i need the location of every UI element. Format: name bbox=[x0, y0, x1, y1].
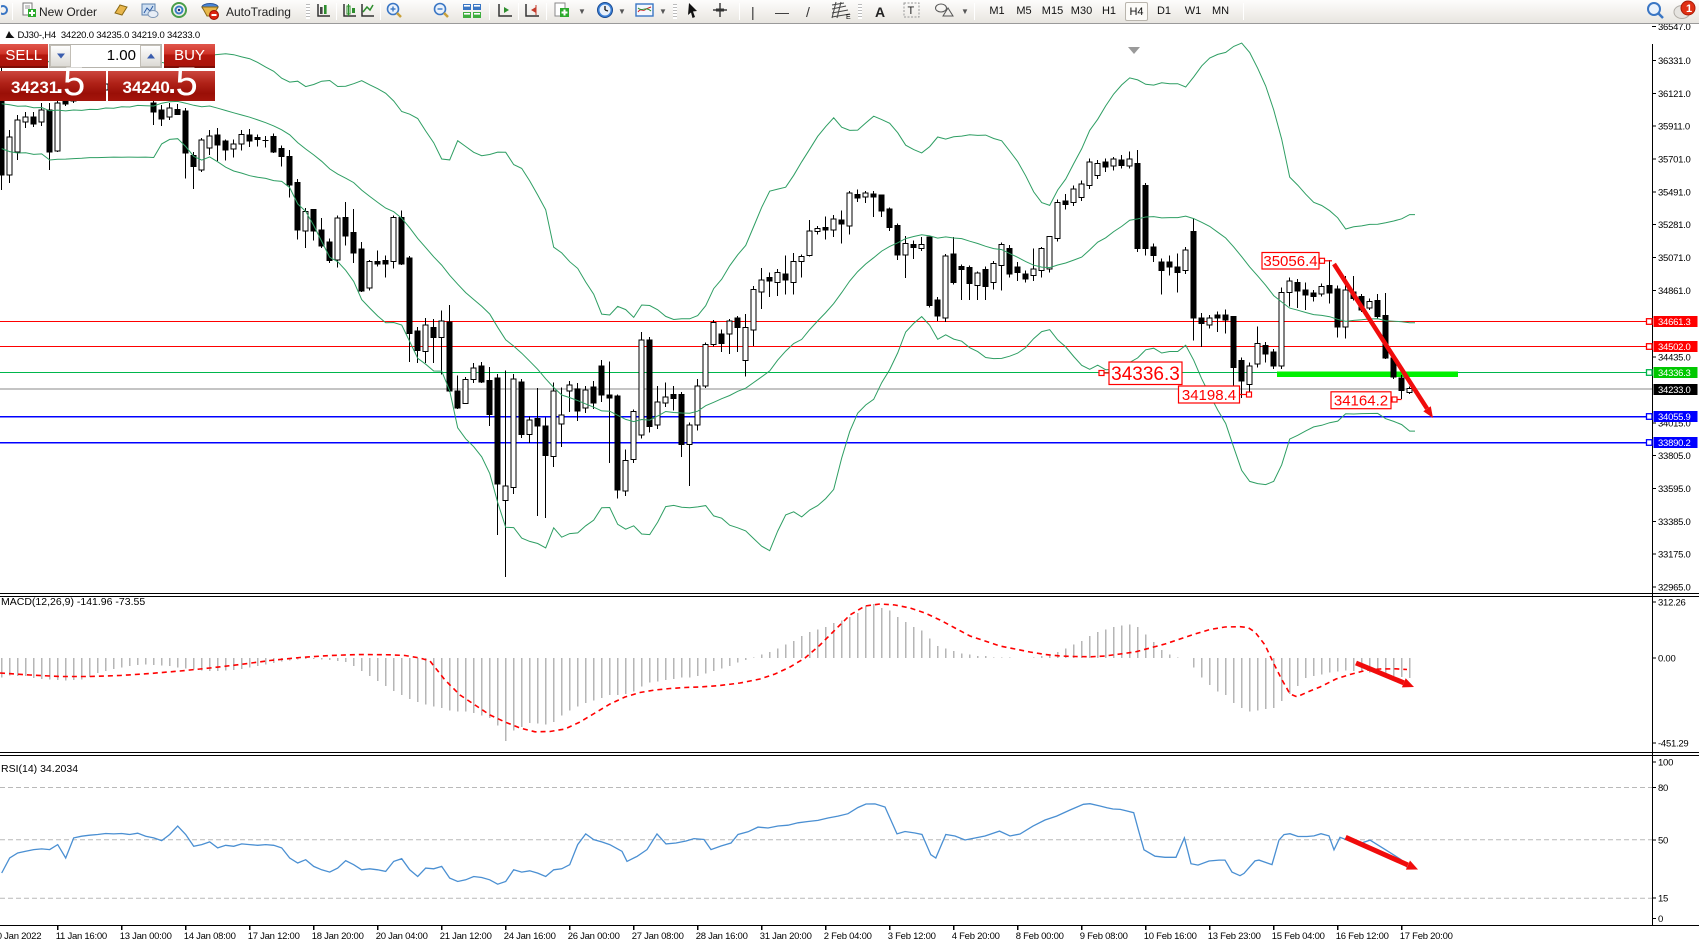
svg-text:MACD(12,26,9) -141.96 -73.55: MACD(12,26,9) -141.96 -73.55 bbox=[1, 596, 145, 608]
svg-text:33385.0: 33385.0 bbox=[1658, 517, 1691, 528]
svg-text:36547.0: 36547.0 bbox=[1658, 22, 1691, 33]
svg-text:34015.0: 34015.0 bbox=[1658, 418, 1691, 429]
svg-text:3 Feb 12:00: 3 Feb 12:00 bbox=[888, 931, 936, 942]
svg-text:8 Feb 00:00: 8 Feb 00:00 bbox=[1016, 931, 1064, 942]
svg-text:34055.9: 34055.9 bbox=[1658, 412, 1691, 423]
svg-text:17 Feb 20:00: 17 Feb 20:00 bbox=[1400, 931, 1453, 942]
svg-text:10 Jan 2022: 10 Jan 2022 bbox=[0, 931, 41, 942]
svg-text:16 Feb 12:00: 16 Feb 12:00 bbox=[1336, 931, 1389, 942]
svg-text:35071.0: 35071.0 bbox=[1658, 253, 1691, 264]
svg-text:33595.0: 33595.0 bbox=[1658, 484, 1691, 495]
svg-text:0: 0 bbox=[1658, 914, 1663, 925]
svg-text:15 Feb 04:00: 15 Feb 04:00 bbox=[1272, 931, 1325, 942]
svg-text:34502.0: 34502.0 bbox=[1658, 342, 1691, 353]
svg-text:13 Jan 00:00: 13 Jan 00:00 bbox=[120, 931, 172, 942]
svg-text:24 Jan 16:00: 24 Jan 16:00 bbox=[504, 931, 556, 942]
svg-text:35491.0: 35491.0 bbox=[1658, 187, 1691, 198]
svg-text:34435.0: 34435.0 bbox=[1658, 353, 1691, 364]
svg-text:34661.3: 34661.3 bbox=[1658, 317, 1691, 328]
svg-text:T: T bbox=[908, 5, 915, 17]
svg-text:2 Feb 04:00: 2 Feb 04:00 bbox=[824, 931, 872, 942]
svg-text:13 Feb 23:00: 13 Feb 23:00 bbox=[1208, 931, 1261, 942]
svg-text:9 Feb 08:00: 9 Feb 08:00 bbox=[1080, 931, 1128, 942]
svg-text:100: 100 bbox=[1658, 758, 1673, 769]
svg-text:34861.0: 34861.0 bbox=[1658, 286, 1691, 297]
svg-text:4 Feb 20:00: 4 Feb 20:00 bbox=[952, 931, 1000, 942]
svg-text:E: E bbox=[846, 14, 851, 21]
svg-text:35911.0: 35911.0 bbox=[1658, 122, 1690, 133]
svg-text:1: 1 bbox=[1686, 3, 1692, 15]
svg-text:26 Jan 00:00: 26 Jan 00:00 bbox=[568, 931, 620, 942]
svg-text:34164.2: 34164.2 bbox=[1334, 393, 1388, 410]
svg-text:34198.4: 34198.4 bbox=[1182, 387, 1236, 404]
svg-text:312.26: 312.26 bbox=[1658, 597, 1686, 608]
svg-text:34233.0: 34233.0 bbox=[1658, 385, 1691, 396]
svg-text:33805.0: 33805.0 bbox=[1658, 451, 1691, 462]
svg-text:11 Jan 16:00: 11 Jan 16:00 bbox=[56, 931, 107, 942]
svg-text:-451.29: -451.29 bbox=[1658, 739, 1688, 750]
svg-text:35701.0: 35701.0 bbox=[1658, 155, 1691, 166]
svg-text:36121.0: 36121.0 bbox=[1658, 89, 1691, 100]
svg-text:36331.0: 36331.0 bbox=[1658, 56, 1691, 67]
svg-text:80: 80 bbox=[1658, 783, 1668, 794]
svg-text:31 Jan 20:00: 31 Jan 20:00 bbox=[760, 931, 812, 942]
svg-text:32965.0: 32965.0 bbox=[1658, 583, 1691, 594]
svg-text:10 Feb 16:00: 10 Feb 16:00 bbox=[1144, 931, 1197, 942]
svg-text:14 Jan 08:00: 14 Jan 08:00 bbox=[184, 931, 236, 942]
svg-text:RSI(14) 34.2034: RSI(14) 34.2034 bbox=[1, 763, 78, 775]
svg-text:15: 15 bbox=[1658, 894, 1668, 905]
svg-text:34336.3: 34336.3 bbox=[1111, 364, 1180, 385]
svg-text:18 Jan 20:00: 18 Jan 20:00 bbox=[312, 931, 364, 942]
svg-text:33175.0: 33175.0 bbox=[1658, 550, 1691, 561]
svg-text:17 Jan 12:00: 17 Jan 12:00 bbox=[248, 931, 300, 942]
svg-text:50: 50 bbox=[1658, 835, 1668, 846]
svg-text:28 Jan 16:00: 28 Jan 16:00 bbox=[696, 931, 748, 942]
svg-text:35056.4: 35056.4 bbox=[1263, 253, 1317, 270]
svg-text:21 Jan 12:00: 21 Jan 12:00 bbox=[440, 931, 492, 942]
svg-text:0.00: 0.00 bbox=[1658, 654, 1676, 665]
svg-text:20 Jan 04:00: 20 Jan 04:00 bbox=[376, 931, 428, 942]
svg-text:34336.3: 34336.3 bbox=[1658, 368, 1691, 379]
svg-text:35281.0: 35281.0 bbox=[1658, 220, 1691, 231]
svg-text:33890.2: 33890.2 bbox=[1658, 438, 1691, 449]
svg-text:27 Jan 08:00: 27 Jan 08:00 bbox=[632, 931, 684, 942]
